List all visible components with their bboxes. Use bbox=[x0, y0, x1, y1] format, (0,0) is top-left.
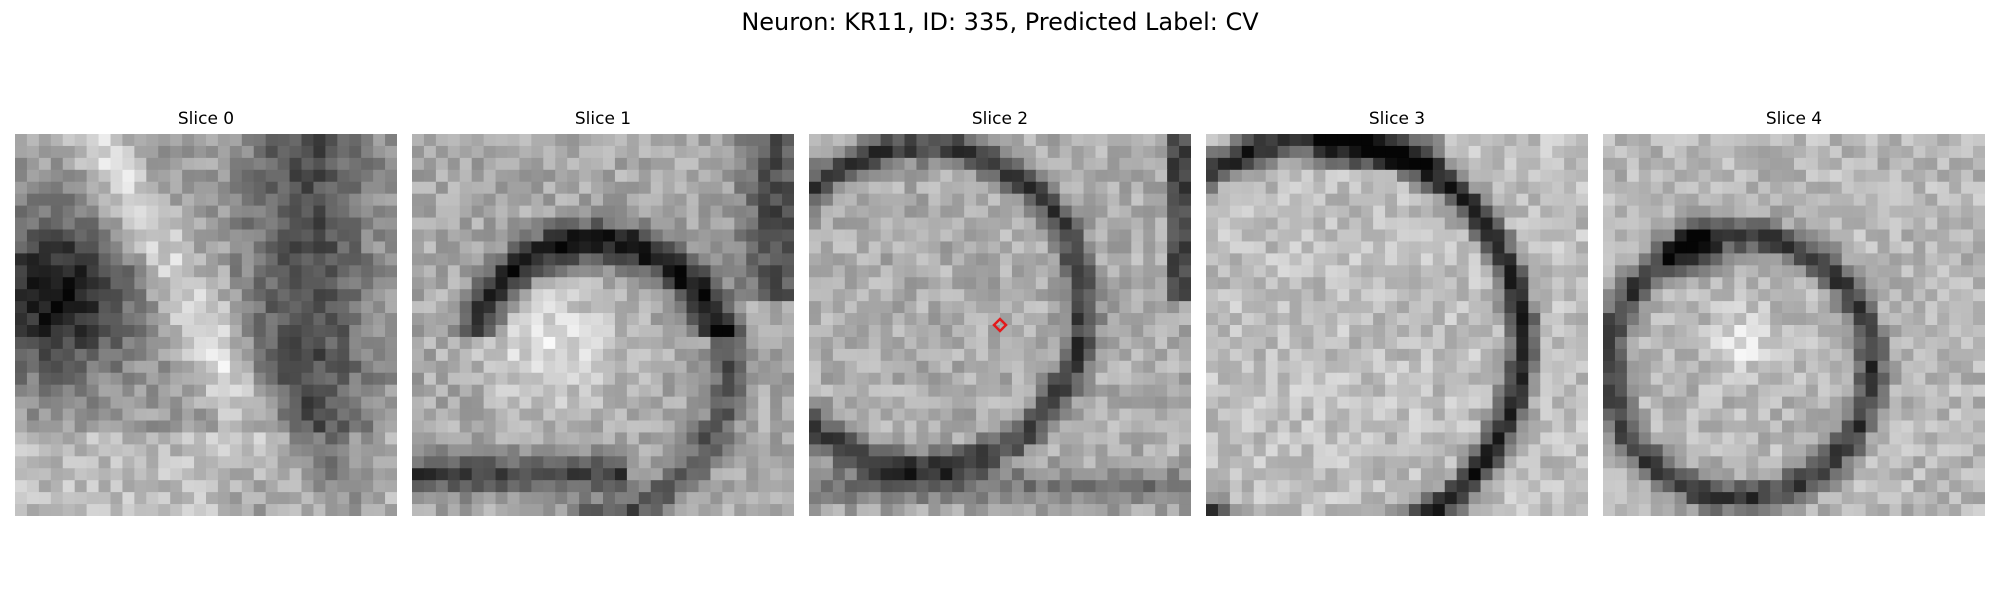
slice-pixels bbox=[1206, 134, 1588, 516]
slice-panel-2: Slice 2 bbox=[809, 108, 1191, 516]
slice-pixels bbox=[809, 134, 1191, 516]
slice-image-0 bbox=[15, 134, 397, 516]
slice-panel-4: Slice 4 bbox=[1603, 108, 1985, 516]
center-marker bbox=[992, 317, 1008, 333]
slice-title-3: Slice 3 bbox=[1368, 109, 1426, 129]
slice-image-3 bbox=[1206, 134, 1588, 516]
figure-title: Neuron: KR11, ID: 335, Predicted Label: … bbox=[741, 8, 1259, 36]
slice-panel-0: Slice 0 bbox=[15, 108, 397, 516]
slice-panel-1: Slice 1 bbox=[412, 108, 794, 516]
slice-image-1 bbox=[412, 134, 794, 516]
slice-title-2: Slice 2 bbox=[971, 109, 1029, 129]
slice-pixels bbox=[15, 134, 397, 516]
slice-panel-3: Slice 3 bbox=[1206, 108, 1588, 516]
slice-title-0: Slice 0 bbox=[177, 109, 235, 129]
slice-image-2 bbox=[809, 134, 1191, 516]
slice-title-1: Slice 1 bbox=[574, 109, 632, 129]
slice-title-4: Slice 4 bbox=[1765, 109, 1823, 129]
slice-image-4 bbox=[1603, 134, 1985, 516]
slice-pixels bbox=[1603, 134, 1985, 516]
slice-pixels bbox=[412, 134, 794, 516]
